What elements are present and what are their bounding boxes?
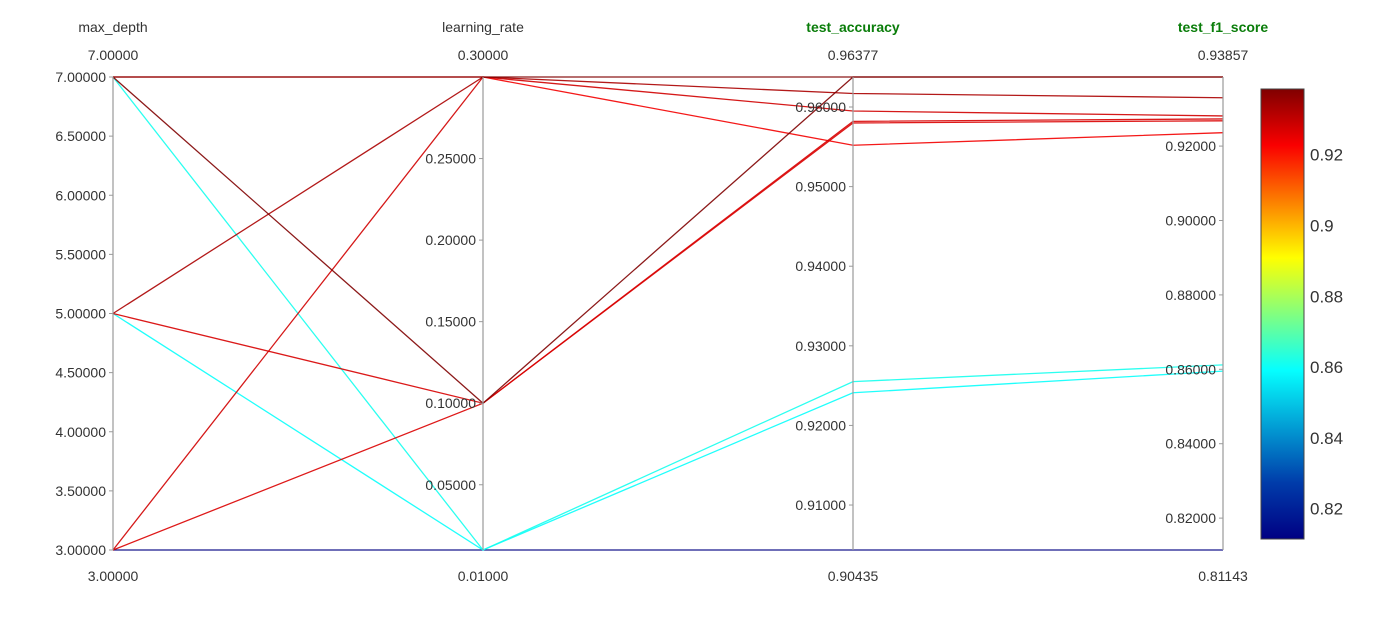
axis-title-test_f1_score[interactable]: test_f1_score xyxy=(1178,19,1268,35)
axis-max-label: 0.30000 xyxy=(458,47,509,63)
tick-label: 0.92000 xyxy=(1165,138,1216,154)
tick-label: 0.92000 xyxy=(795,417,846,433)
axis-min-label: 0.81143 xyxy=(1198,568,1248,584)
tick-label: 0.91000 xyxy=(795,497,846,513)
tick-label: 0.25000 xyxy=(425,151,476,167)
data-line-1 xyxy=(112,76,1223,405)
tick-label: 0.94000 xyxy=(795,258,846,274)
axis-title-test_accuracy[interactable]: test_accuracy xyxy=(806,19,900,35)
tick-label: 6.50000 xyxy=(55,128,106,144)
axes-layer: max_depth 7.00000 3.00000 3.00000 3.50000 4.0… xyxy=(55,19,1268,584)
data-line-6 xyxy=(113,76,1224,146)
axis-max-label: 0.93857 xyxy=(1198,47,1249,63)
data-line-7 xyxy=(112,76,1224,551)
tick-label: 5.00000 xyxy=(55,306,106,322)
axis-max-label: 0.96377 xyxy=(828,47,879,63)
axis-min-label: 0.01000 xyxy=(458,568,509,584)
tick-label: 0.88000 xyxy=(1165,287,1216,303)
tick-label: 7.00000 xyxy=(55,69,106,85)
data-line-5 xyxy=(112,120,1224,551)
colorbar-tick-label: 0.9 xyxy=(1310,217,1334,236)
colorbar-tick-label: 0.92 xyxy=(1310,146,1343,165)
axis-min-label: 3.00000 xyxy=(88,568,139,584)
tick-label: 3.50000 xyxy=(55,483,106,499)
data-line-2 xyxy=(112,76,1224,315)
axis-max_depth[interactable]: max_depth 7.00000 3.00000 3.00000 3.50000 4.0… xyxy=(55,19,147,584)
tick-label: 0.96000 xyxy=(795,99,846,115)
colorbar-tick-label: 0.82 xyxy=(1310,500,1343,519)
tick-label: 3.00000 xyxy=(55,542,106,558)
tick-label: 4.50000 xyxy=(55,365,106,381)
colorbar-tick-label: 0.84 xyxy=(1310,429,1343,448)
axis-test_accuracy[interactable]: test_accuracy 0.96377 0.90435 0.91000 0.9200… xyxy=(795,19,900,584)
colorbar-tick-label: 0.86 xyxy=(1310,358,1343,377)
axis-title-learning_rate[interactable]: learning_rate xyxy=(442,19,524,35)
tick-label: 0.95000 xyxy=(795,179,846,195)
tick-label: 0.86000 xyxy=(1165,361,1216,377)
tick-label: 0.15000 xyxy=(425,314,476,330)
tick-label: 0.84000 xyxy=(1165,436,1216,452)
axis-title-max_depth[interactable]: max_depth xyxy=(78,19,147,35)
colorbar-tick-label: 0.88 xyxy=(1310,287,1343,306)
data-line-3 xyxy=(112,76,1224,551)
tick-label: 0.93000 xyxy=(795,338,846,354)
axis-max-label: 7.00000 xyxy=(88,47,139,63)
axis-test_f1_score[interactable]: test_f1_score 0.93857 0.81143 0.82000 0.8400… xyxy=(1165,19,1268,584)
tick-label: 0.10000 xyxy=(425,395,476,411)
tick-label: 5.50000 xyxy=(55,246,106,262)
axis-learning_rate[interactable]: learning_rate 0.30000 0.01000 0.05000 0.1000… xyxy=(425,19,524,584)
tick-label: 0.82000 xyxy=(1165,510,1216,526)
colorbar: 0.82 0.84 0.86 0.88 0.9 0.92 xyxy=(1260,88,1343,540)
axis-min-label: 0.90435 xyxy=(828,568,879,584)
data-line-4 xyxy=(112,118,1224,404)
tick-label: 0.05000 xyxy=(425,477,476,493)
tick-label: 0.20000 xyxy=(425,232,476,248)
polyline-layer xyxy=(112,76,1224,551)
tick-label: 4.00000 xyxy=(55,424,106,440)
colorbar-gradient xyxy=(1260,88,1305,540)
data-line-8 xyxy=(112,312,1224,551)
tick-label: 6.00000 xyxy=(55,187,106,203)
tick-label: 0.90000 xyxy=(1165,212,1216,228)
